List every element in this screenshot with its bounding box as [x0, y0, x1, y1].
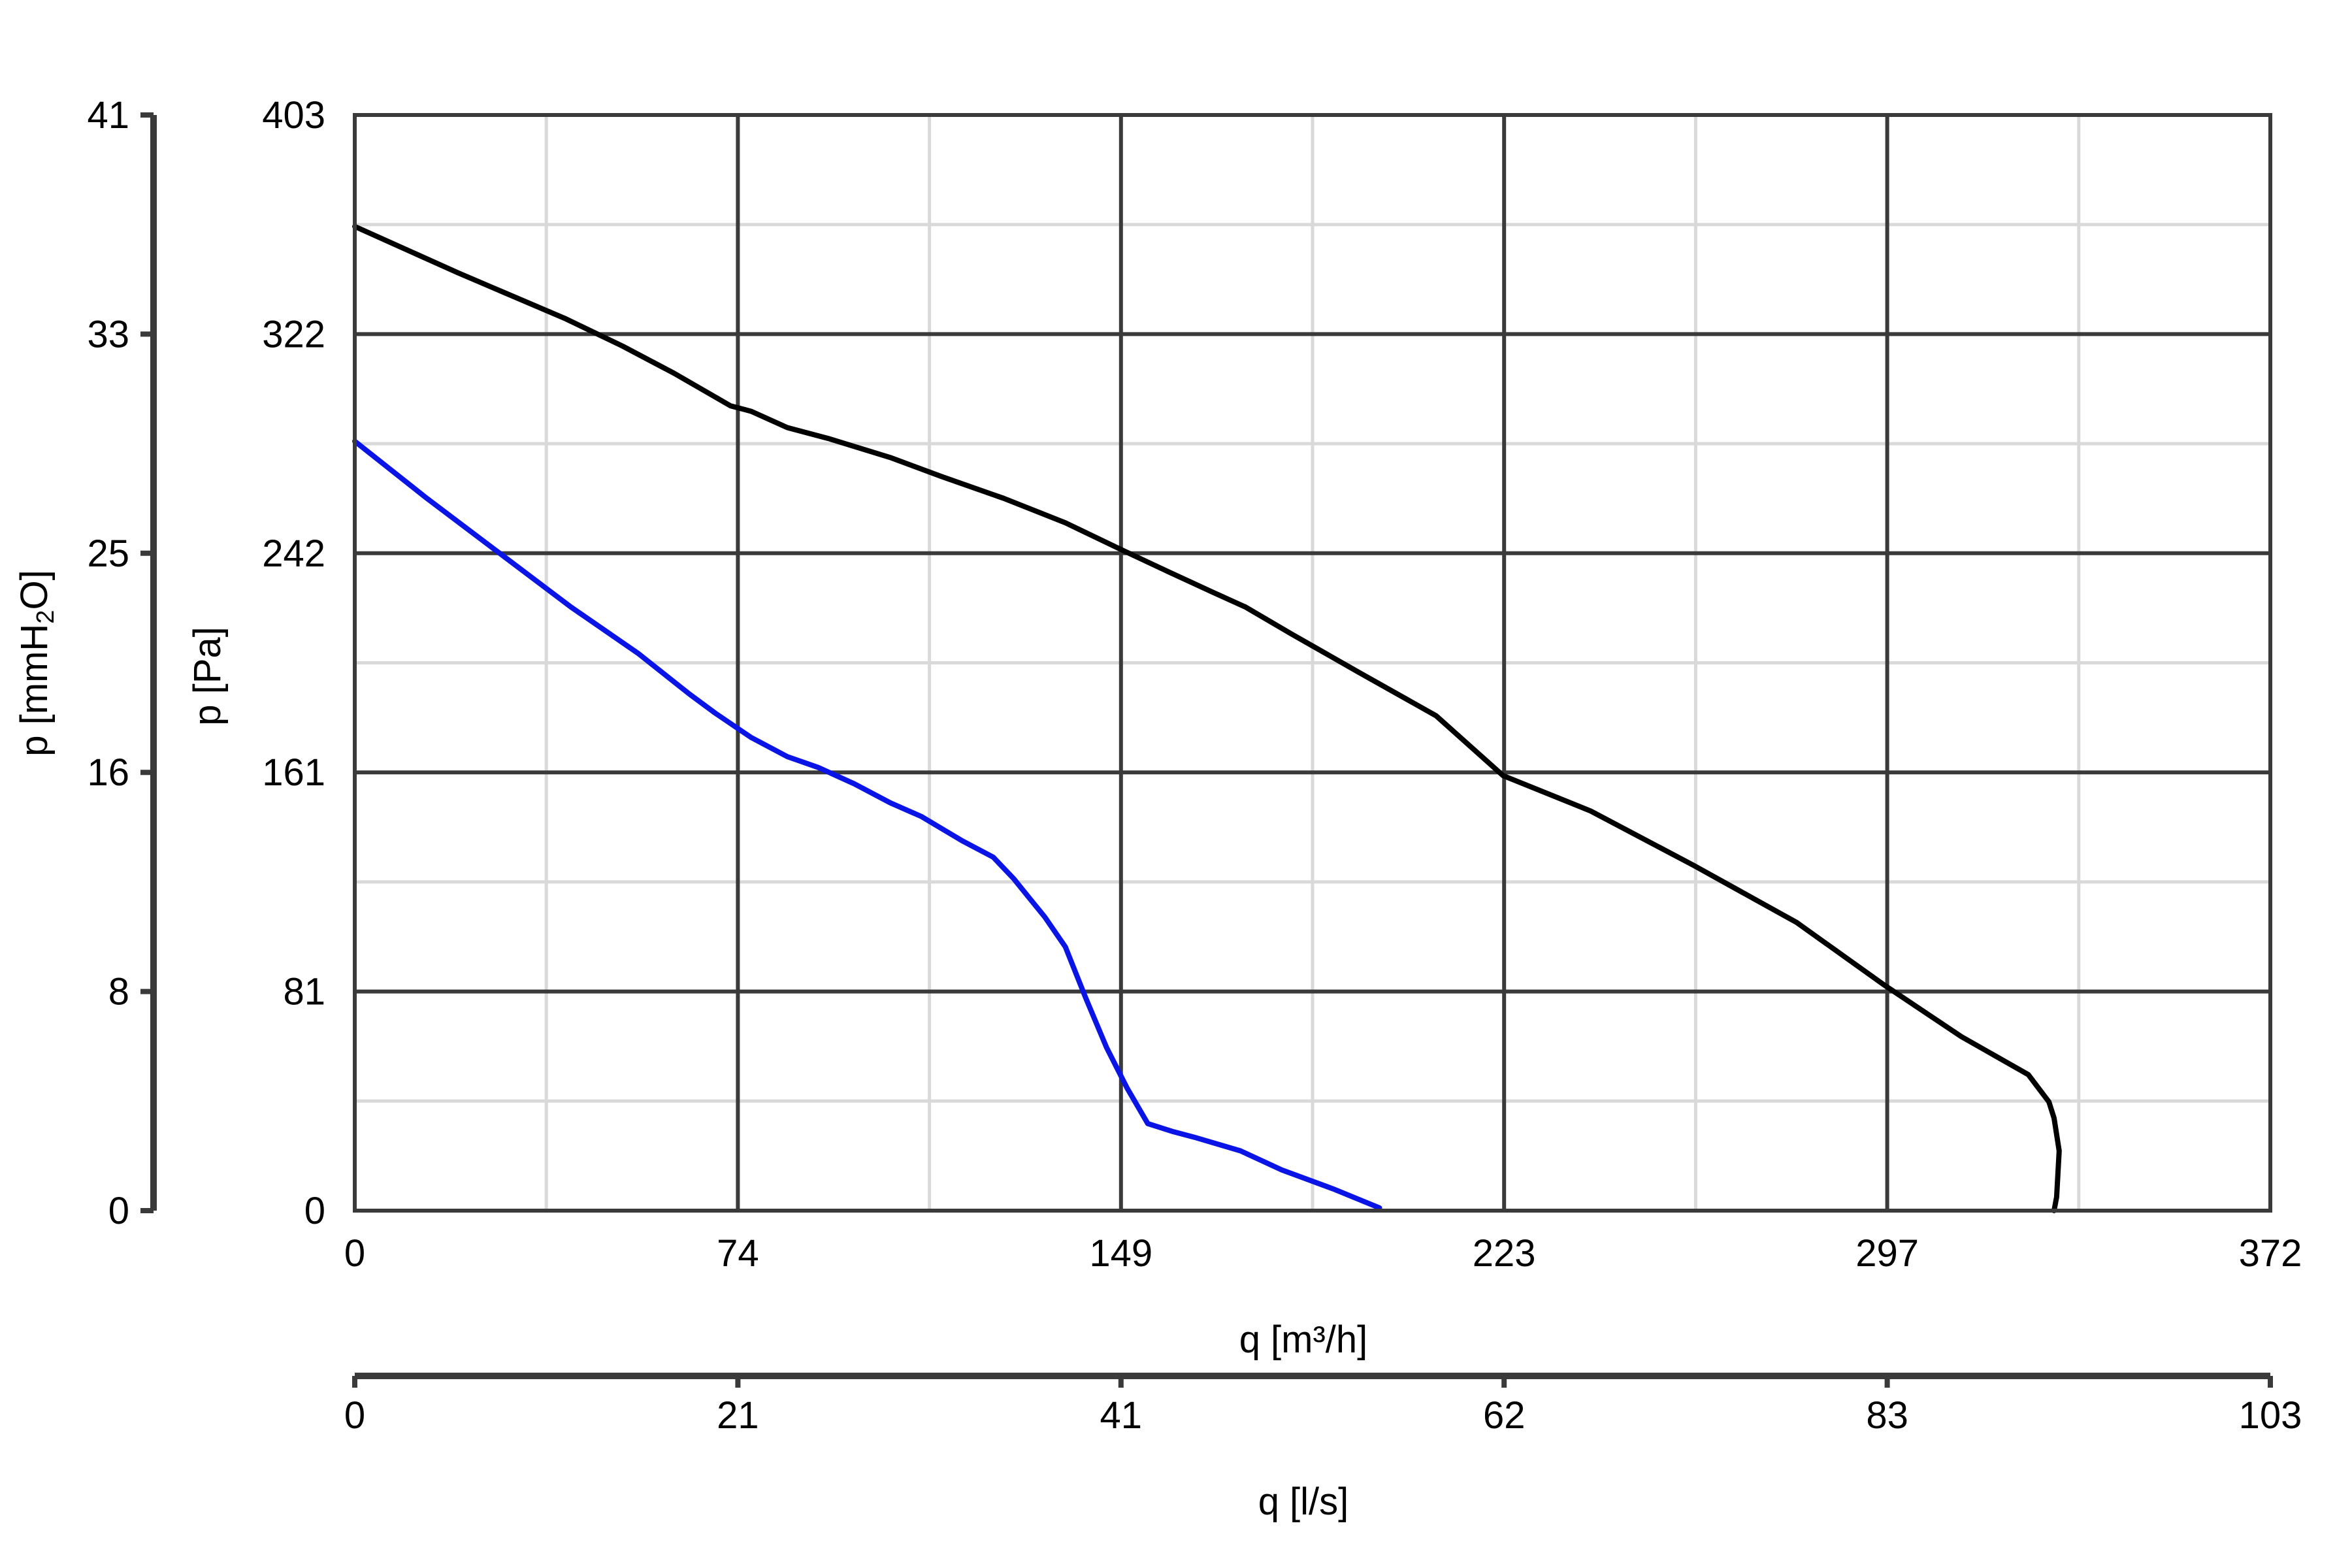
x-secondary-tick-label: 41 — [1100, 1394, 1143, 1437]
series-line-2 — [352, 438, 1382, 1211]
x-primary-tick-label: 149 — [1089, 1232, 1152, 1275]
plot-frame — [353, 113, 2272, 1213]
x-secondary-tick-label: 62 — [1483, 1394, 1526, 1437]
y-primary-axis-title: p [Pa] — [186, 627, 229, 726]
series-layer — [352, 223, 2062, 1213]
y-primary-tick-label: 81 — [283, 971, 325, 1013]
series-line-1 — [352, 223, 2062, 1213]
y-secondary-tick-label: 8 — [108, 971, 129, 1013]
x-primary-tick-label: 74 — [717, 1232, 759, 1275]
y-primary-tick-label: 0 — [304, 1190, 325, 1232]
x-secondary-tick-label: 103 — [2239, 1394, 2302, 1437]
y-secondary-title-end: O] — [13, 570, 56, 610]
x-primary-tick-label: 297 — [1855, 1232, 1919, 1275]
y-secondary-axis: 0 8 16 25 33 41 — [87, 94, 157, 1232]
x-primary-tick-label: 0 — [344, 1232, 365, 1275]
minor-gridlines — [355, 115, 2270, 1211]
y-primary-tick-label: 161 — [262, 751, 325, 794]
x-secondary-tick-label: 21 — [717, 1394, 759, 1437]
y-secondary-tick-label: 33 — [87, 313, 129, 355]
y-secondary-title-subscript: 2 — [32, 610, 59, 624]
y-primary-tick-labels: 0 81 161 242 322 403 — [262, 94, 325, 1232]
x-secondary-axis-title: q [l/s] — [1258, 1480, 1349, 1523]
y-primary-tick-label: 403 — [262, 94, 325, 137]
y-secondary-tick-label: 25 — [87, 532, 129, 575]
x-primary-tick-labels: 0 74 149 223 297 372 — [344, 1232, 2302, 1275]
y-primary-tick-label: 242 — [262, 532, 325, 575]
major-gridlines — [355, 115, 2270, 1211]
x-secondary-tick-label: 83 — [1866, 1394, 1908, 1437]
y-secondary-tick-label: 16 — [87, 751, 129, 794]
x-secondary-axis: 0 21 41 62 83 103 — [344, 1373, 2302, 1437]
x-primary-tick-label: 223 — [1473, 1232, 1536, 1275]
x-secondary-tick-label: 0 — [344, 1394, 365, 1437]
y-primary-tick-label: 322 — [262, 313, 325, 355]
x-primary-axis-title: q [m³/h] — [1239, 1318, 1368, 1361]
y-secondary-tick-label: 41 — [87, 94, 129, 137]
y-secondary-axis-title: p [mmH2O] — [13, 570, 59, 756]
x-primary-tick-label: 372 — [2239, 1232, 2302, 1275]
y-secondary-title-main: p [mmH — [13, 624, 56, 757]
y-secondary-tick-label: 0 — [108, 1190, 129, 1232]
